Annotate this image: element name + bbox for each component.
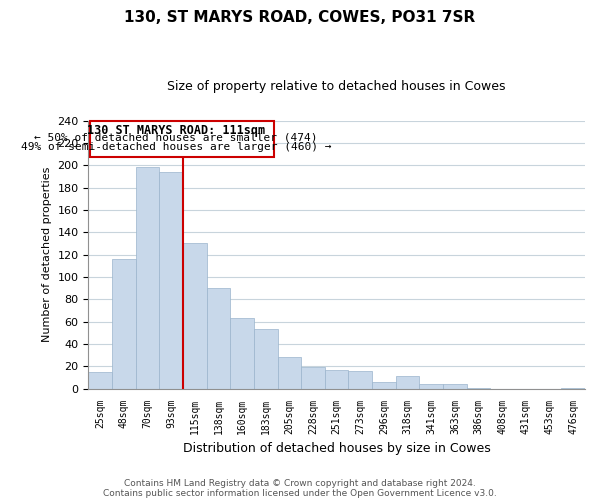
Bar — [136, 168, 159, 388]
Bar — [443, 384, 467, 388]
Bar — [159, 172, 183, 388]
X-axis label: Distribution of detached houses by size in Cowes: Distribution of detached houses by size … — [183, 442, 491, 455]
Text: Contains public sector information licensed under the Open Government Licence v3: Contains public sector information licen… — [103, 488, 497, 498]
FancyBboxPatch shape — [89, 120, 274, 158]
Text: Contains HM Land Registry data © Crown copyright and database right 2024.: Contains HM Land Registry data © Crown c… — [124, 478, 476, 488]
Bar — [325, 370, 349, 388]
Text: ← 50% of detached houses are smaller (474): ← 50% of detached houses are smaller (47… — [34, 133, 317, 143]
Text: 49% of semi-detached houses are larger (460) →: 49% of semi-detached houses are larger (… — [20, 142, 331, 152]
Bar — [349, 371, 372, 388]
Bar — [88, 372, 112, 388]
Bar — [278, 358, 301, 388]
Title: Size of property relative to detached houses in Cowes: Size of property relative to detached ho… — [167, 80, 506, 93]
Text: 130 ST MARYS ROAD: 111sqm: 130 ST MARYS ROAD: 111sqm — [87, 124, 265, 137]
Bar — [301, 368, 325, 388]
Bar — [254, 330, 278, 388]
Bar — [396, 376, 419, 388]
Bar — [372, 382, 396, 388]
Bar — [419, 384, 443, 388]
Bar — [112, 259, 136, 388]
Text: 130, ST MARYS ROAD, COWES, PO31 7SR: 130, ST MARYS ROAD, COWES, PO31 7SR — [124, 10, 476, 25]
Bar — [230, 318, 254, 388]
Bar — [206, 288, 230, 388]
Y-axis label: Number of detached properties: Number of detached properties — [42, 167, 52, 342]
Bar — [183, 244, 206, 388]
